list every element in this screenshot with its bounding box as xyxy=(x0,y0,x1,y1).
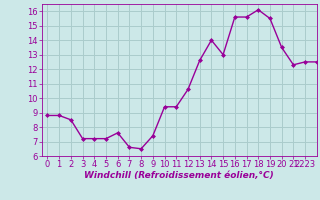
X-axis label: Windchill (Refroidissement éolien,°C): Windchill (Refroidissement éolien,°C) xyxy=(84,171,274,180)
